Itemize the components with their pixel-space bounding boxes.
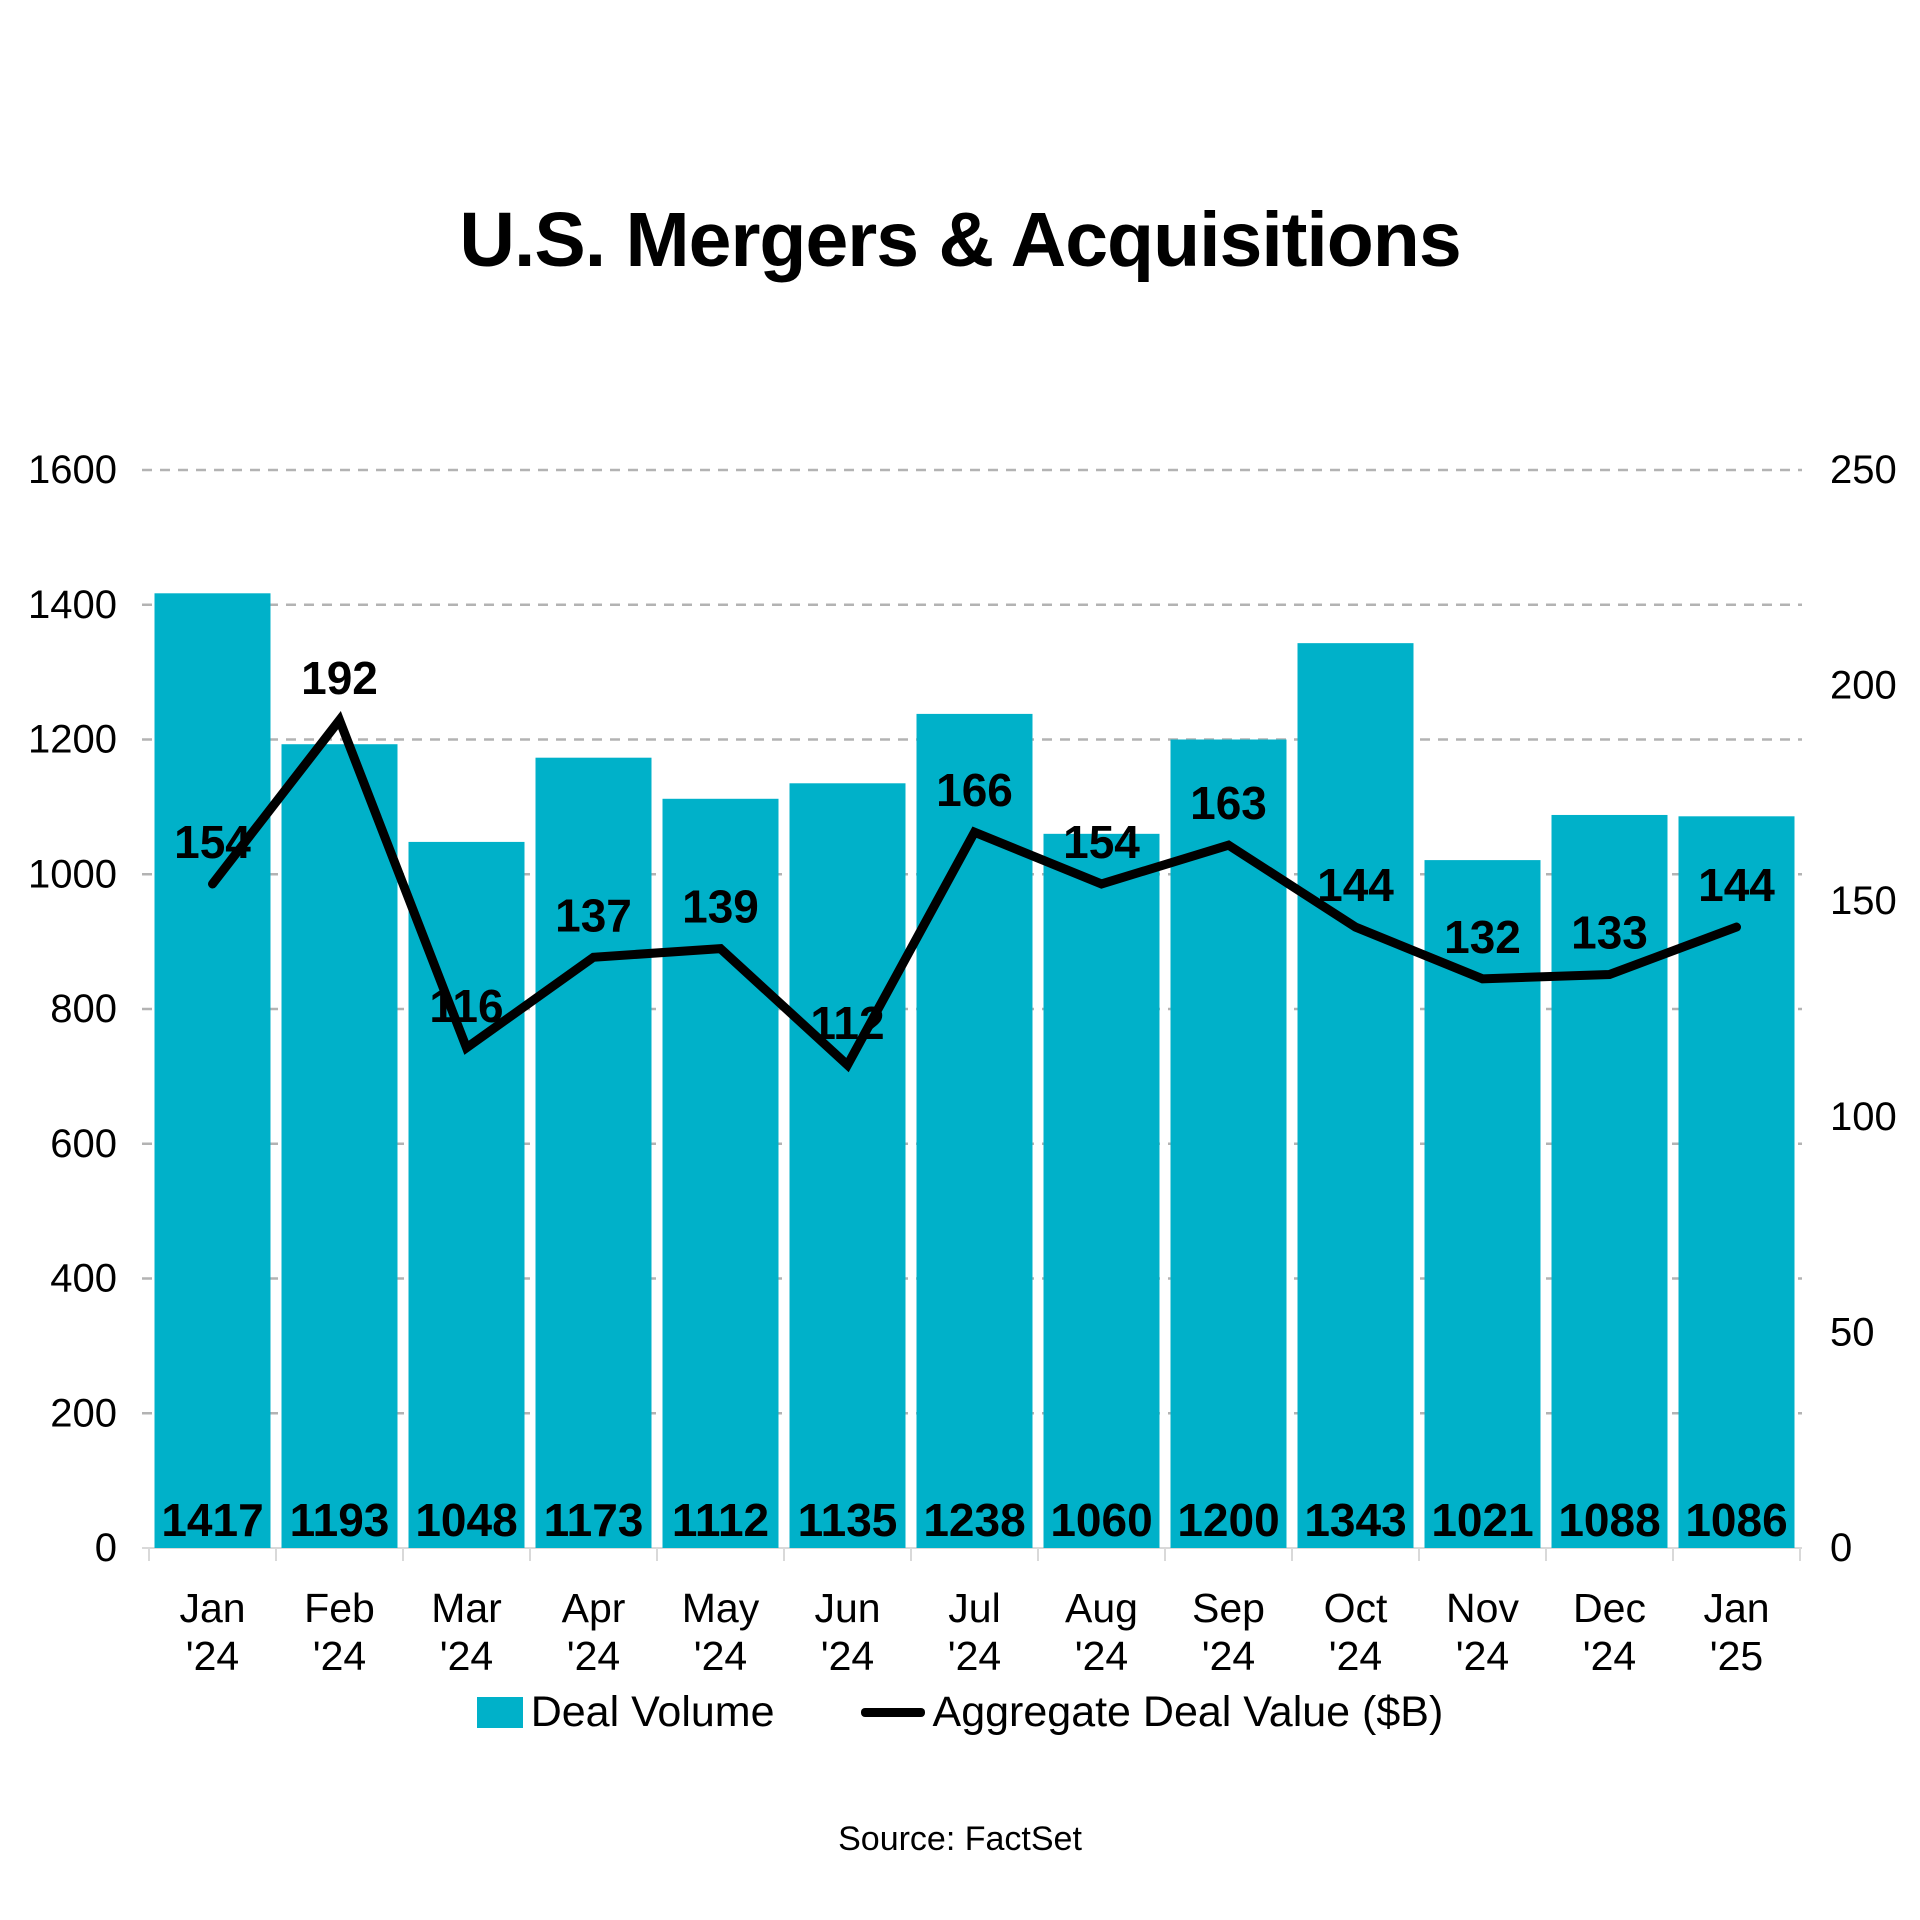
x-axis-label-month-jun-24: Jun: [814, 1585, 880, 1631]
x-axis-label-year-dec-24: '24: [1583, 1633, 1636, 1679]
left-axis-tick-label-800: 800: [50, 987, 117, 1031]
right-axis-tick-label-0: 0: [1830, 1526, 1852, 1570]
x-axis-label-year-jan-24: '24: [186, 1633, 239, 1679]
x-axis-label-year-aug-24: '24: [1075, 1633, 1128, 1679]
x-axis-label-year-sep-24: '24: [1202, 1633, 1255, 1679]
left-axis-tick-label-600: 600: [50, 1122, 117, 1166]
bar-feb-24: [281, 744, 398, 1548]
x-axis-label-year-oct-24: '24: [1329, 1633, 1382, 1679]
bar-value-label-jan-24: 1417: [161, 1494, 263, 1546]
right-axis-tick-label-200: 200: [1830, 664, 1897, 708]
bar-series-swatch: [476, 1697, 523, 1728]
legend-item-deal-volume: Deal Volume: [476, 1688, 775, 1737]
x-axis-label-month-jan-24: Jan: [179, 1585, 245, 1631]
x-axis-label-month-aug-24: Aug: [1065, 1585, 1138, 1631]
x-axis-label-month-apr-24: Apr: [562, 1585, 626, 1631]
x-axis-label-month-sep-24: Sep: [1192, 1585, 1265, 1631]
line-value-label-jan-24: 154: [174, 816, 251, 868]
x-axis-label-year-may-24: '24: [694, 1633, 747, 1679]
line-value-label-jun-24: 112: [810, 997, 884, 1049]
left-axis-tick-label-1200: 1200: [28, 718, 117, 762]
line-value-label-jul-24: 166: [936, 764, 1013, 816]
bar-value-label-apr-24: 1173: [544, 1494, 644, 1546]
chart-legend: Deal Volume Aggregate Deal Value ($B): [0, 1688, 1920, 1737]
x-axis-label-month-jul-24: Jul: [948, 1585, 1000, 1631]
line-series-swatch: [860, 1708, 925, 1717]
x-axis-label-year-feb-24: '24: [313, 1633, 366, 1679]
bar-value-label-oct-24: 1343: [1304, 1494, 1406, 1546]
x-axis-label-year-jul-24: '24: [948, 1633, 1001, 1679]
x-axis-label-month-feb-24: Feb: [304, 1585, 375, 1631]
bar-value-label-mar-24: 1048: [415, 1494, 517, 1546]
x-axis-label-month-oct-24: Oct: [1324, 1585, 1388, 1631]
legend-label-deal-volume: Deal Volume: [530, 1688, 775, 1736]
bar-jun-24: [789, 783, 906, 1548]
right-axis-tick-label-50: 50: [1830, 1310, 1875, 1354]
x-axis-label-month-dec-24: Dec: [1573, 1585, 1646, 1631]
bar-value-label-jan-25: 1086: [1685, 1494, 1787, 1546]
bar-value-label-aug-24: 1060: [1050, 1494, 1152, 1546]
bar-jan-24: [154, 593, 271, 1548]
line-value-label-nov-24: 132: [1444, 911, 1521, 963]
left-axis-tick-label-1600: 1600: [28, 448, 117, 492]
x-axis-label-month-jan-25: Jan: [1703, 1585, 1769, 1631]
bar-oct-24: [1297, 643, 1414, 1548]
source-note: Source: FactSet: [838, 1820, 1082, 1858]
x-axis-label-year-mar-24: '24: [440, 1633, 493, 1679]
bar-aug-24: [1043, 833, 1160, 1548]
x-axis-label-year-nov-24: '24: [1456, 1633, 1509, 1679]
right-axis-tick-label-100: 100: [1830, 1095, 1897, 1139]
line-value-label-oct-24: 144: [1317, 859, 1394, 911]
x-axis-label-month-nov-24: Nov: [1446, 1585, 1519, 1631]
right-axis-tick-label-150: 150: [1830, 879, 1897, 923]
x-axis-label-year-jun-24: '24: [821, 1633, 874, 1679]
left-axis-tick-label-400: 400: [50, 1257, 117, 1301]
line-value-label-apr-24: 137: [555, 889, 632, 941]
bar-value-label-may-24: 1112: [672, 1494, 769, 1546]
left-axis-tick-label-0: 0: [95, 1526, 117, 1570]
bar-may-24: [662, 798, 779, 1548]
bar-jul-24: [916, 713, 1033, 1548]
bar-value-label-nov-24: 1021: [1431, 1494, 1533, 1546]
bar-value-label-sep-24: 1200: [1177, 1494, 1279, 1546]
left-axis-tick-label-200: 200: [50, 1391, 117, 1435]
bar-value-label-jun-24: 1135: [798, 1494, 898, 1546]
x-axis-label-year-jan-25: '25: [1710, 1633, 1763, 1679]
x-axis-label-month-may-24: May: [682, 1585, 760, 1631]
left-axis-tick-label-1400: 1400: [28, 583, 117, 627]
bar-value-label-dec-24: 1088: [1558, 1494, 1660, 1546]
line-value-label-aug-24: 154: [1063, 816, 1140, 868]
aggregate-deal-value-line: [208, 711, 1741, 1073]
legend-item-aggregate-deal-value: Aggregate Deal Value ($B): [860, 1688, 1444, 1737]
x-axis-label-year-apr-24: '24: [567, 1633, 620, 1679]
x-axis-label-month-mar-24: Mar: [431, 1585, 502, 1631]
bar-apr-24: [535, 757, 652, 1548]
bar-dec-24: [1551, 814, 1668, 1548]
chart-title: U.S. Mergers & Acquisitions: [459, 197, 1461, 283]
bar-value-label-feb-24: 1193: [290, 1494, 390, 1546]
left-axis-tick-label-1000: 1000: [28, 852, 117, 896]
bar-value-label-jul-24: 1238: [923, 1494, 1025, 1546]
line-value-label-dec-24: 133: [1571, 907, 1648, 959]
legend-label-aggregate-deal-value: Aggregate Deal Value ($B): [932, 1688, 1444, 1736]
right-axis-tick-label-250: 250: [1830, 448, 1897, 492]
line-value-label-mar-24: 116: [429, 980, 503, 1032]
line-value-label-feb-24: 192: [301, 652, 378, 704]
line-value-label-jan-25: 144: [1698, 859, 1775, 911]
line-value-label-may-24: 139: [682, 881, 759, 933]
line-value-label-sep-24: 163: [1190, 777, 1267, 829]
